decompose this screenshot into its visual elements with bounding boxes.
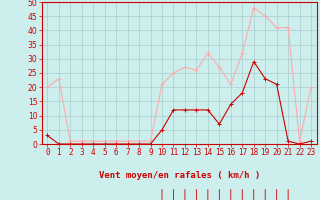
X-axis label: Vent moyen/en rafales ( km/h ): Vent moyen/en rafales ( km/h ) [99, 171, 260, 180]
